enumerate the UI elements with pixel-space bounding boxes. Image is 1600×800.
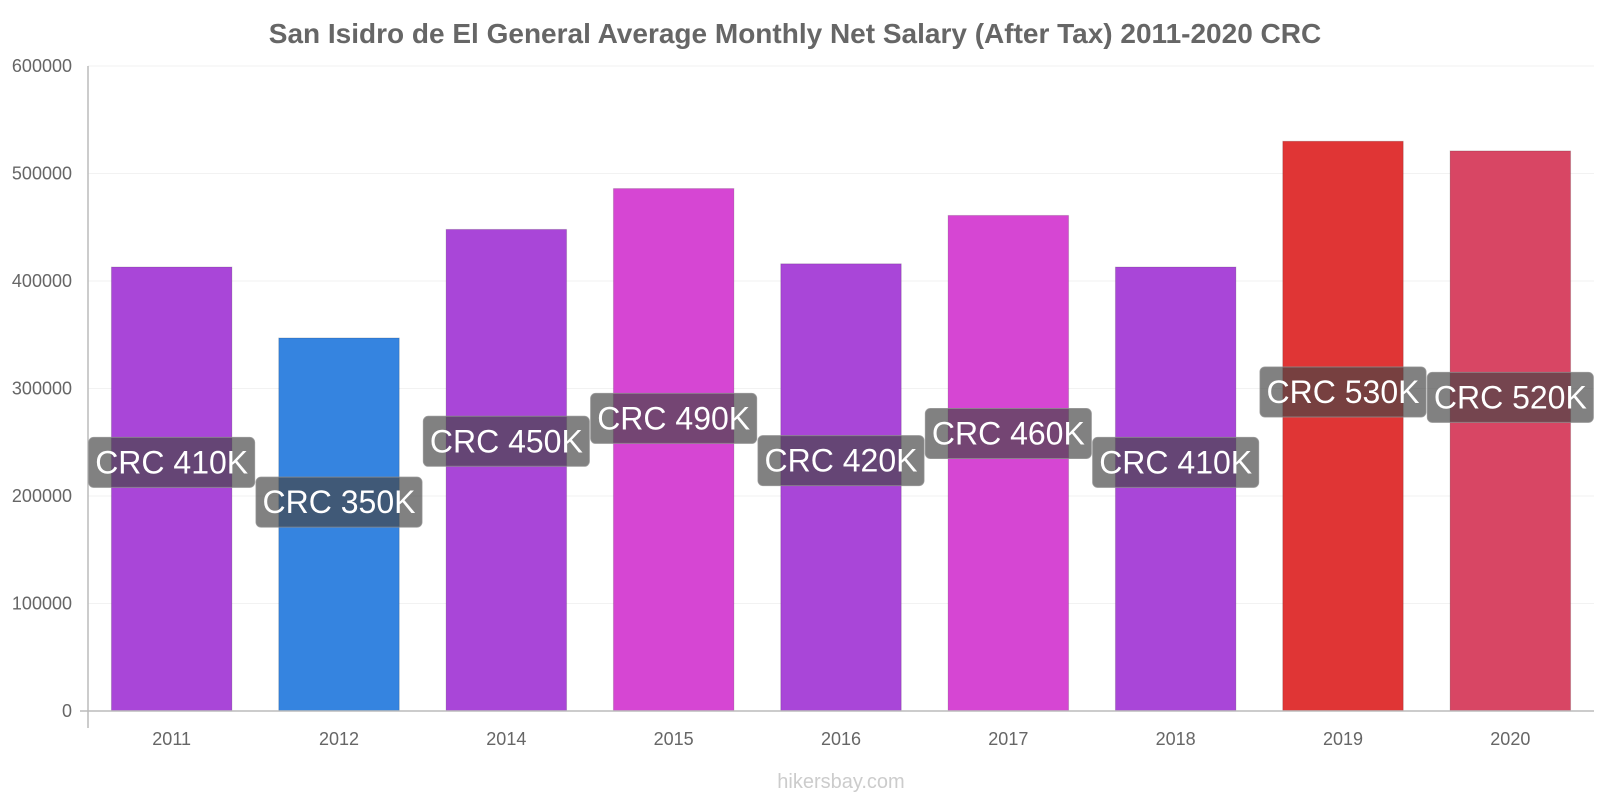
- value-label-box: [1259, 366, 1427, 418]
- value-label-box: [88, 436, 256, 488]
- y-tick-label: 200000: [12, 486, 72, 506]
- y-tick-label: 500000: [12, 164, 72, 184]
- bar-2020: [1449, 150, 1572, 712]
- value-label: CRC 410K: [95, 444, 248, 480]
- watermark: hikersbay.com: [777, 771, 904, 793]
- x-tick-label: 2015: [654, 729, 694, 749]
- value-label-box: [590, 392, 758, 444]
- value-label: CRC 420K: [765, 443, 918, 479]
- y-tick-label: 0: [62, 701, 72, 721]
- x-tick-label: 2019: [1323, 729, 1363, 749]
- value-label: CRC 460K: [932, 415, 1085, 451]
- value-label: CRC 450K: [430, 423, 583, 459]
- bar-2018: [1114, 266, 1237, 712]
- bar-2017: [947, 214, 1070, 712]
- y-tick-label: 600000: [12, 56, 72, 76]
- value-label: CRC 490K: [597, 400, 750, 436]
- x-tick-label: 2017: [988, 729, 1028, 749]
- bar-2014: [445, 228, 568, 712]
- value-label: CRC 410K: [1099, 444, 1252, 480]
- value-label: CRC 350K: [263, 484, 416, 520]
- y-tick-label: 300000: [12, 379, 72, 399]
- bar-2016: [780, 263, 902, 712]
- x-tick-label: 2018: [1156, 729, 1196, 749]
- x-tick-label: 2014: [486, 729, 526, 749]
- value-label-box: [1092, 436, 1260, 488]
- value-label-box: [1426, 371, 1594, 423]
- value-label: CRC 520K: [1434, 379, 1587, 415]
- x-tick-label: 2011: [152, 729, 191, 749]
- y-tick-label: 100000: [12, 594, 72, 614]
- x-tick-label: 2016: [821, 729, 861, 749]
- x-tick-label: 2020: [1490, 729, 1530, 749]
- value-labels: CRC 410K CRC 350K CRC 450K CRC 490K CRC 420K…: [88, 366, 1594, 528]
- bars: [110, 140, 1572, 712]
- value-label: CRC 530K: [1267, 374, 1420, 410]
- bar-2011: [110, 266, 233, 712]
- bar-2015: [612, 188, 735, 712]
- value-label-box: [924, 407, 1092, 459]
- value-label-box: [422, 415, 590, 467]
- bar-2019: [1282, 140, 1404, 712]
- chart-title: San Isidro de El General Average Monthly…: [269, 18, 1321, 49]
- x-tick-label: 2012: [319, 729, 359, 749]
- y-axis-ticks: 0 100000 200000 300000 400000 500000 600000: [12, 56, 72, 721]
- y-tick-label: 400000: [12, 271, 72, 291]
- x-axis-ticks: 2011 2012 2014 2015 2016 2017 2018 2019 2020: [152, 729, 1530, 749]
- value-label-box: [255, 476, 423, 528]
- value-label-box: [757, 435, 925, 487]
